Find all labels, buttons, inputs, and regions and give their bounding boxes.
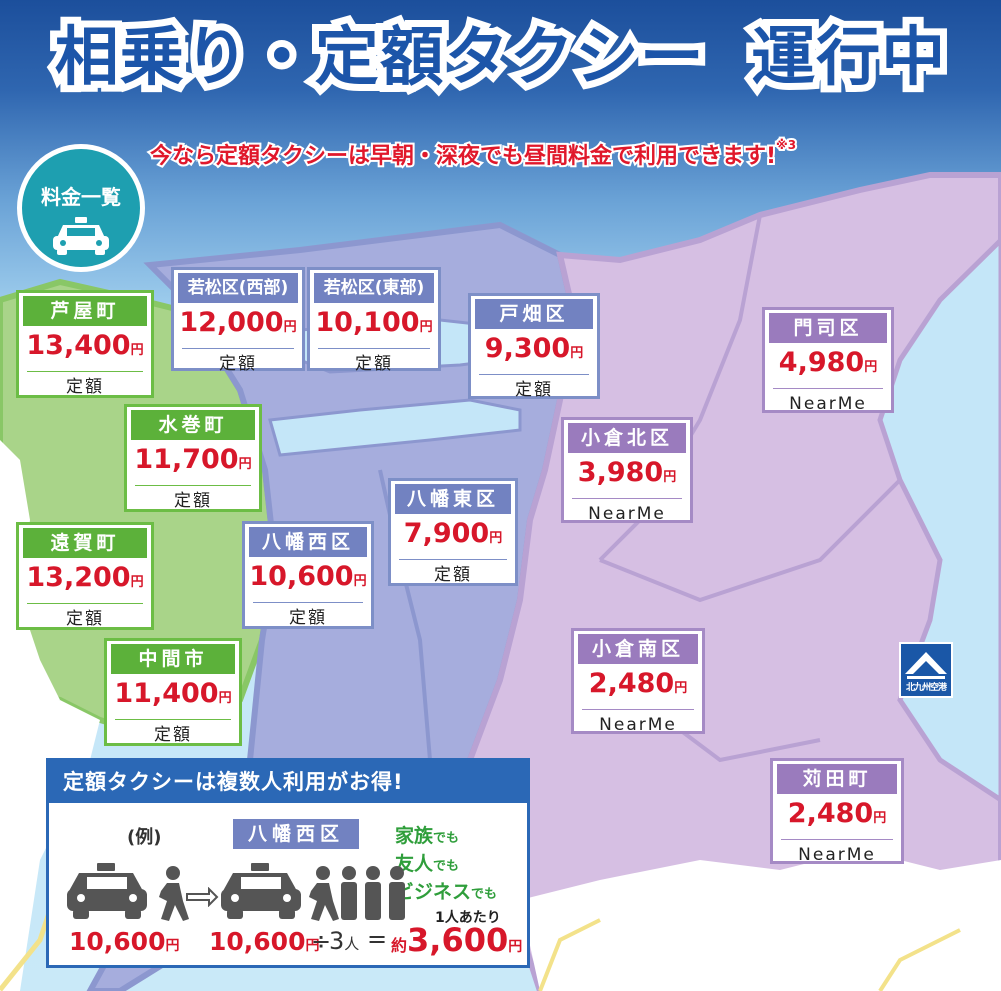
area-price: 2,480円	[787, 798, 887, 829]
area-card-wakamatsu-west: 若松区(西部) 12,000円定額	[171, 267, 305, 374]
card-divider	[773, 388, 883, 389]
airport-logo-icon	[905, 652, 947, 679]
fare-type: 定額	[355, 354, 393, 374]
group-business: ビジネスでも	[395, 881, 498, 903]
shared-price: 10,600円	[209, 927, 320, 956]
card-divider	[182, 348, 294, 349]
example-label: (例)	[127, 827, 162, 848]
area-price: 10,100円	[315, 307, 433, 338]
area-name: 苅田町	[777, 764, 897, 794]
taxi-single-rider-icon	[67, 863, 189, 921]
subtitle: 今なら定額タクシーは早朝・深夜でも昼間料金で利用できます!※3	[148, 136, 798, 171]
card-divider	[135, 485, 251, 486]
subtitle-text: 今なら定額タクシーは早朝・深夜でも昼間料金で利用できます!	[148, 142, 778, 171]
area-name: 小倉南区	[578, 634, 698, 664]
fare-type: 定額	[66, 377, 104, 397]
taxi-group-riders-icon	[221, 863, 405, 921]
fare-type: 定額	[219, 354, 257, 374]
area-name: 八幡東区	[395, 484, 511, 514]
area-card-kanda: 苅田町 2,480円 NearMe	[770, 758, 904, 865]
fare-type: NearMe	[599, 715, 677, 735]
fare-list-badge: 料金一覧	[17, 144, 145, 272]
area-name: 若松区(西部)	[178, 273, 298, 303]
page-title: 相乗り・定額タクシー 運行中	[0, 14, 1001, 102]
fare-type: NearMe	[798, 845, 876, 865]
sea-channel	[268, 398, 522, 457]
per-person-price: 約3,600円	[391, 921, 523, 959]
area-price: 4,980円	[778, 347, 878, 378]
card-divider	[27, 603, 143, 604]
area-price: 10,600円	[249, 561, 367, 592]
area-card-nakama: 中間市 11,400円定額	[104, 638, 242, 746]
area-card-kokuraminami: 小倉南区 2,480円 NearMe	[571, 628, 705, 735]
airport-label: 北九州空港	[905, 683, 947, 693]
fare-type: NearMe	[789, 394, 867, 414]
group-family: 家族でも	[395, 825, 460, 847]
area-price: 7,900円	[403, 518, 503, 549]
fare-type: NearMe	[588, 504, 666, 524]
group-friends: 友人でも	[395, 853, 460, 875]
area-name: 小倉北区	[568, 423, 686, 453]
fare-list-label: 料金一覧	[41, 185, 121, 209]
area-price: 13,200円	[26, 562, 144, 593]
card-divider	[781, 839, 893, 840]
south-land-white	[520, 850, 1001, 991]
area-price: 11,700円	[134, 444, 252, 475]
subtitle-note: ※3	[774, 136, 798, 154]
divide-sign: ÷	[311, 927, 332, 955]
arrow-right-icon	[186, 887, 219, 907]
area-card-yahatanishi: 八幡西区 10,600円定額	[242, 521, 374, 629]
east-sea	[877, 236, 1001, 803]
example-ward: 八幡西区	[233, 819, 359, 849]
card-divider	[572, 498, 682, 499]
card-divider	[582, 709, 694, 710]
area-name: 若松区(東部)	[314, 273, 434, 303]
area-name: 遠賀町	[23, 528, 147, 558]
west-land-white	[0, 440, 60, 720]
fare-type: 定額	[174, 491, 212, 511]
area-card-yahatahigashi: 八幡東区 7,900円定額	[388, 478, 518, 586]
card-divider	[27, 371, 143, 372]
area-card-moji: 門司区 4,980円 NearMe	[762, 307, 894, 414]
card-divider	[318, 348, 430, 349]
card-divider	[115, 719, 231, 720]
area-card-kokurakita: 小倉北区 3,980円 NearMe	[561, 417, 693, 524]
area-price: 3,980円	[577, 457, 677, 488]
card-divider	[399, 559, 507, 560]
card-divider	[479, 374, 589, 375]
area-price: 12,000円	[179, 307, 297, 338]
taxi-icon	[53, 217, 109, 255]
area-name: 八幡西区	[249, 527, 367, 557]
area-name: 水巻町	[131, 410, 255, 440]
area-name: 戸畑区	[475, 299, 593, 329]
area-card-onga: 遠賀町 13,200円定額	[16, 522, 154, 630]
fare-type: 定額	[66, 609, 104, 629]
area-price: 9,300円	[484, 333, 584, 364]
area-price: 13,400円	[26, 330, 144, 361]
area-name: 中間市	[111, 644, 235, 674]
area-card-tobata: 戸畑区 9,300円定額	[468, 293, 600, 400]
area-name: 門司区	[769, 313, 887, 343]
fare-type: 定額	[289, 608, 327, 628]
area-card-wakamatsu-east: 若松区(東部) 10,100円定額	[307, 267, 441, 374]
card-divider	[253, 602, 363, 603]
area-card-mizumaki: 水巻町 11,700円定額	[124, 404, 262, 512]
title-line1: 相乗り・定額タクシー	[48, 14, 711, 102]
group-discount-panel: 定額タクシーは複数人利用がお得! (例) 八幡西区 家族でも 友人でも ビジネス…	[46, 758, 530, 968]
fare-type: 定額	[154, 725, 192, 745]
per-person-label: 1人あたり	[435, 910, 501, 926]
area-price: 11,400円	[114, 678, 232, 709]
area-card-ashiya: 芦屋町 13,400円定額	[16, 290, 154, 398]
promo-header: 定額タクシーは複数人利用がお得!	[49, 761, 527, 803]
fare-type: 定額	[515, 380, 553, 400]
fare-type: 定額	[434, 565, 472, 585]
equals-sign: =	[367, 925, 388, 953]
people-count: 3人	[329, 927, 360, 955]
kitakyushu-airport-marker: 北九州空港	[899, 642, 953, 698]
single-price: 10,600円	[69, 927, 180, 956]
area-name: 芦屋町	[23, 296, 147, 326]
area-price: 2,480円	[588, 668, 688, 699]
title-line2: 運行中	[744, 14, 952, 102]
